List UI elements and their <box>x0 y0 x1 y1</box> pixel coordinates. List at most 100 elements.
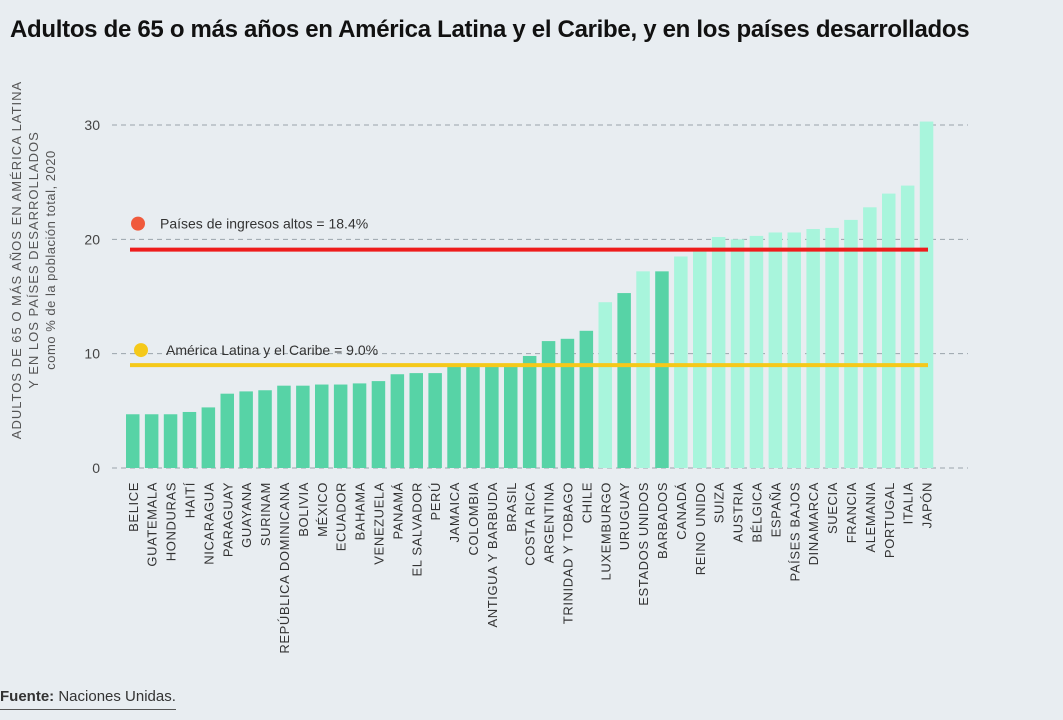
x-tick-label: ANTIGUA Y BARBUDA <box>485 482 500 628</box>
x-tick-label: TRINIDAD Y TOBAGO <box>560 482 575 624</box>
y-tick-label: 20 <box>84 231 100 247</box>
bar <box>447 366 461 468</box>
source-label: Fuente: <box>0 688 55 705</box>
bar <box>409 373 423 468</box>
bar <box>485 366 499 468</box>
bar <box>352 383 367 468</box>
reference-label: América Latina y el Caribe = 9.0% <box>166 342 378 358</box>
y-tick-labels: 0 10 20 30 <box>84 117 100 476</box>
bar <box>693 249 707 468</box>
bar <box>882 193 896 468</box>
bar-chart: 0 10 20 30 BELICE GUATEMALA HONDURAS HAITÍ NICA… <box>84 117 968 654</box>
bar <box>220 393 234 468</box>
y-tick-label: 30 <box>84 117 100 133</box>
bar <box>541 341 556 468</box>
bar <box>730 239 745 468</box>
bar <box>371 381 386 468</box>
bar <box>239 391 253 468</box>
bar <box>900 185 915 468</box>
bar <box>787 232 801 468</box>
bar <box>277 385 291 468</box>
chart-title: Adultos de 65 o más años en América Lati… <box>10 16 970 43</box>
x-tick-label: URUGUAY <box>617 482 632 550</box>
x-tick-label: PORTUGAL <box>882 482 897 558</box>
x-tick-label: SUECIA <box>825 482 840 534</box>
bar <box>296 385 310 468</box>
bar <box>711 237 726 468</box>
bar <box>655 271 669 468</box>
source-text: Naciones Unidas. <box>58 688 176 705</box>
x-tick-label: ECUADOR <box>334 482 349 551</box>
bar <box>674 256 688 468</box>
bar <box>919 121 934 468</box>
x-tick-label: AUSTRIA <box>731 482 746 543</box>
x-tick-label: HONDURAS <box>164 482 179 561</box>
x-tick-label: COSTA RICA <box>523 482 538 566</box>
bar <box>522 355 537 468</box>
reference-dot <box>131 216 145 231</box>
reference-lines: Países de ingresos altos = 18.4% América … <box>130 216 928 368</box>
y-tick-label: 0 <box>92 460 100 476</box>
bar <box>258 390 272 468</box>
bars <box>126 121 934 468</box>
bar <box>560 338 575 468</box>
bar <box>315 384 329 468</box>
x-tick-label: ITALIA <box>901 482 916 524</box>
x-tick-label: NICARAGUA <box>201 482 216 565</box>
bar <box>390 374 405 468</box>
x-tick-label: ESPAÑA <box>768 482 783 537</box>
x-tick-label: ARGENTINA <box>542 482 557 563</box>
x-tick-label: PAÍSES BAJOS <box>787 482 802 581</box>
x-tick-label: SUIZA <box>712 482 727 523</box>
x-tick-label: FRANCIA <box>844 482 859 543</box>
bar <box>428 373 442 468</box>
x-tick-label: VENEZUELA <box>371 482 386 565</box>
bar <box>333 384 348 468</box>
x-tick-label: COLOMBIA <box>466 482 481 555</box>
x-tick-label: ALEMANIA <box>863 482 878 553</box>
bar <box>466 366 480 468</box>
x-tick-label: ESTADOS UNIDOS <box>636 482 651 606</box>
x-tick-labels: BELICE GUATEMALA HONDURAS HAITÍ NICARAGUA PAR… <box>126 482 935 654</box>
bar <box>825 227 839 468</box>
x-tick-label: DINAMARCA <box>806 482 821 565</box>
x-tick-label: GUAYANA <box>239 482 254 548</box>
reference-dot <box>134 343 148 358</box>
x-tick-label: GUATEMALA <box>145 482 160 567</box>
x-tick-label: BELICE <box>126 482 141 532</box>
x-tick-label: JAPÓN <box>920 482 935 528</box>
x-tick-label: SURINAM <box>258 482 273 546</box>
x-tick-label: REINO UNIDO <box>693 482 708 575</box>
x-tick-label: HAITÍ <box>182 482 197 518</box>
x-tick-label: LUXEMBURGO <box>598 482 613 580</box>
bar <box>844 219 858 468</box>
bar <box>768 232 783 468</box>
bar <box>636 271 650 468</box>
x-tick-label: BAHAMA <box>353 482 368 541</box>
y-tick-label: 10 <box>84 346 100 362</box>
x-tick-label: EL SALVADOR <box>409 482 424 577</box>
bar <box>579 330 594 468</box>
bar <box>863 207 877 468</box>
bar <box>201 407 216 468</box>
x-tick-label: PARAGUAY <box>220 482 235 557</box>
bar <box>126 414 140 468</box>
x-tick-label: BRASIL <box>504 482 519 532</box>
bar <box>163 414 178 468</box>
x-tick-label: BARBADOS <box>655 482 670 559</box>
bar <box>806 229 820 468</box>
source-note: Fuente: Naciones Unidas. <box>0 688 176 710</box>
x-tick-label: JAMAICA <box>447 482 462 543</box>
bar <box>504 363 518 468</box>
bar <box>144 414 159 468</box>
x-tick-label: PANAMÁ <box>390 482 405 540</box>
x-tick-label: REPÚBLICA DOMINICANA <box>277 482 292 654</box>
x-tick-label: CANADÁ <box>674 482 689 540</box>
x-tick-label: PERÚ <box>428 482 443 521</box>
bar <box>598 302 612 468</box>
x-tick-label: BOLIVIA <box>296 482 311 537</box>
bar <box>182 411 197 468</box>
reference-label: Países de ingresos altos = 18.4% <box>160 216 368 232</box>
x-tick-label: CHILE <box>579 482 594 523</box>
bar <box>749 235 764 468</box>
